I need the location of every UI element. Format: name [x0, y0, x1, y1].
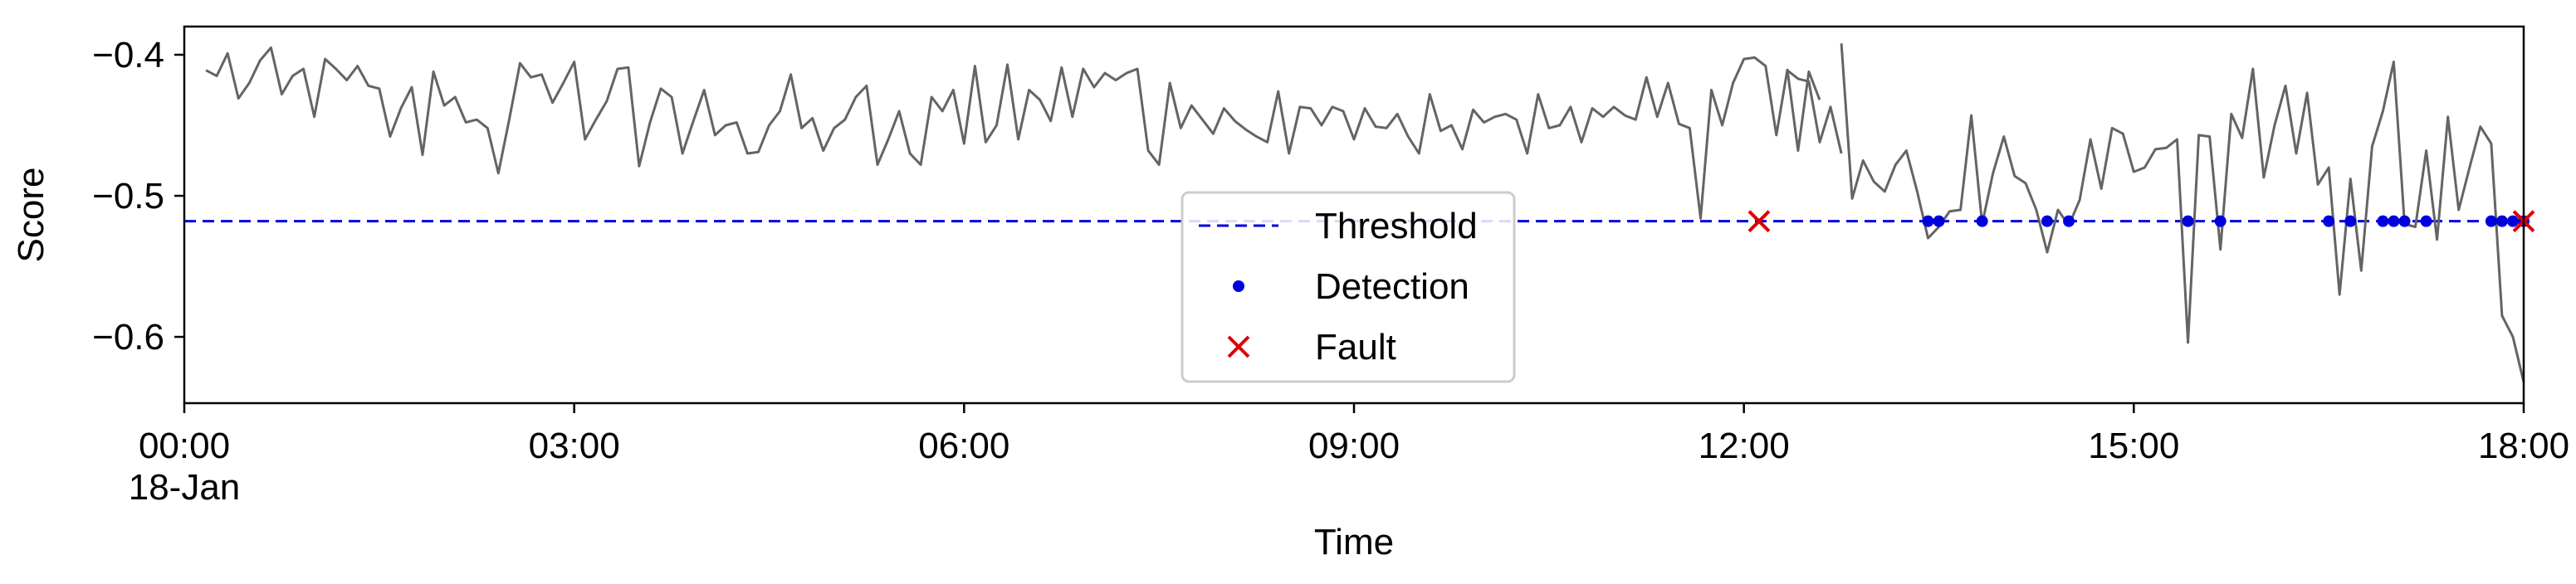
- legend-fault-label: Fault: [1315, 327, 1396, 367]
- detection-point: [2388, 215, 2400, 227]
- x-tick-label: 00:00: [139, 426, 230, 466]
- x-tick-label: 12:00: [1699, 426, 1790, 466]
- legend-detection-label: Detection: [1315, 266, 1469, 307]
- score-line-segment-1: [205, 46, 1843, 220]
- legend: Threshold Detection Fault: [1180, 191, 1516, 383]
- detection-point: [2377, 215, 2389, 227]
- detection-point: [2398, 215, 2411, 227]
- y-axis-title: Score: [11, 168, 51, 263]
- y-tick-label: −0.4: [92, 35, 164, 75]
- x-tick-label: 06:00: [918, 426, 1009, 466]
- detection-point: [2506, 215, 2519, 227]
- fault-marker-stroke-b: [1747, 210, 1771, 233]
- chart-marks: [184, 43, 2535, 382]
- y-tick-label: −0.6: [92, 317, 164, 358]
- detection-point: [2063, 215, 2075, 227]
- detection-point: [2495, 215, 2508, 227]
- x-tick-label: 03:00: [529, 426, 620, 466]
- x-tick-label: 18:00: [2478, 426, 2569, 466]
- detection-point: [1976, 215, 1988, 227]
- legend-box: [1180, 191, 1516, 383]
- legend-fault-x-stroke-b: [1227, 335, 1250, 358]
- score-line-segment-3: [1840, 43, 2525, 382]
- legend-detection-marker: [1233, 280, 1244, 292]
- y-tick-label: −0.5: [92, 176, 164, 217]
- fault-marker: [1747, 210, 1771, 233]
- score-line-segment-2: [1786, 68, 1821, 153]
- x-tick-label: 09:00: [1308, 426, 1400, 466]
- legend-threshold-label: Threshold: [1315, 206, 1478, 246]
- legend-fault-x: [1227, 335, 1250, 358]
- detection-point: [2485, 215, 2497, 227]
- detection-point: [2182, 215, 2194, 227]
- detection-point: [2323, 215, 2335, 227]
- detection-point: [2214, 215, 2227, 227]
- x-axis-title: Time: [1314, 522, 1394, 562]
- detection-point: [1922, 215, 1934, 227]
- x-tick-label: 15:00: [2088, 426, 2179, 466]
- x-tick-sublabel: 18-Jan: [129, 467, 241, 508]
- detection-point: [2041, 215, 2053, 227]
- detection-point: [2344, 215, 2357, 227]
- detection-point: [2420, 215, 2432, 227]
- detection-point: [1933, 215, 1945, 227]
- legend-fault-marker: [1227, 335, 1250, 358]
